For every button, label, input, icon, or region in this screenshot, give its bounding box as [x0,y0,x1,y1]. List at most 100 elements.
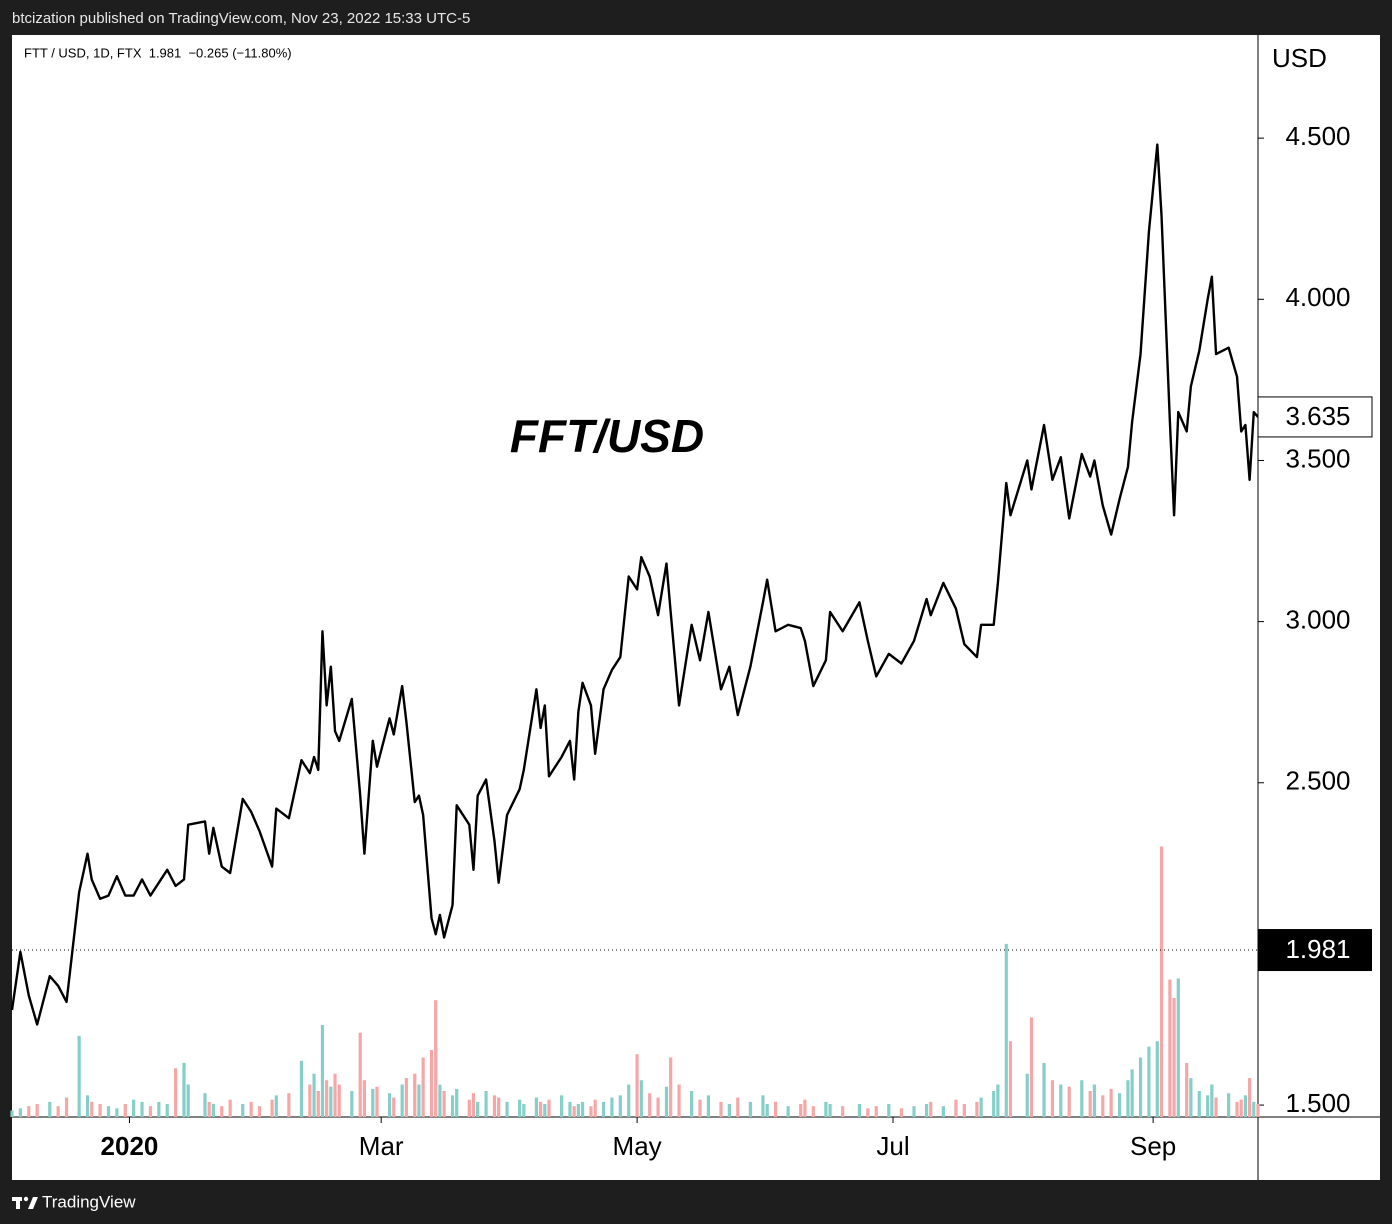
volume-bar [824,1101,828,1117]
volume-bar [132,1099,136,1117]
volume-bar [1155,1041,1159,1117]
volume-bar [1227,1093,1231,1117]
volume-bar [841,1106,845,1117]
volume-bar [765,1104,769,1117]
volume-bar [1185,1062,1189,1117]
x-tick-label: 2020 [101,1131,159,1161]
volume-bar [10,1110,14,1117]
volume-bar [404,1078,408,1117]
volume-bar [799,1104,803,1117]
volume-bar [635,1054,639,1117]
volume-bar [601,1101,606,1117]
volume-bar [1256,1104,1260,1117]
y-tick-label: 2.500 [1285,766,1350,796]
volume-bar [257,1106,262,1117]
volume-bar [1172,997,1176,1117]
legend: FTT / USD, 1D, FTX 1.981 −0.265 (−11.80%… [24,45,292,60]
volume-bar [559,1095,564,1117]
volume-bar [186,1084,190,1117]
volume-bar [1050,1080,1055,1117]
volume-bar [539,1101,543,1117]
volume-bar [174,1068,178,1117]
footer-logo [12,1196,38,1209]
volume-bar [698,1099,702,1117]
volume-bar [484,1091,488,1117]
volume-bar [329,1086,333,1117]
volume-bar [228,1099,232,1117]
volume-bar [299,1060,304,1117]
x-tick-label: May [613,1131,662,1161]
volume-bar [1101,1095,1105,1117]
y-tick-label: 3.000 [1285,604,1350,634]
price-line-box [1258,929,1372,972]
volume-bar [706,1095,711,1117]
volume-bar [442,1091,446,1117]
volume-bar [518,1099,522,1117]
volume-bar [568,1101,572,1117]
volume-bar [1206,1095,1210,1117]
volume-bar [371,1088,375,1117]
volume-bar [992,1091,996,1117]
volume-bar [924,1104,929,1117]
volume-bar [505,1101,509,1117]
volume-bar [90,1101,94,1117]
volume-bar [572,1106,576,1117]
volume-bar [1176,978,1180,1117]
logo-part [16,1197,20,1209]
logo-part [28,1197,38,1209]
volume-bar [677,1084,681,1117]
price-line-label: 1.981 [1285,934,1350,964]
volume-bar [1004,943,1008,1117]
annotation: FFT/USD [510,410,704,462]
volume-bar [362,1080,367,1117]
volume-bar [912,1106,916,1117]
volume-bar [476,1101,480,1117]
y-tick-label: 1.500 [1285,1088,1350,1118]
volume-bar [899,1108,904,1117]
volume-bar [249,1101,253,1117]
volume-bar [1235,1101,1239,1117]
volume-bar [962,1104,966,1117]
volume-bar [803,1099,807,1117]
volume-bar [1117,1093,1122,1117]
volume-bar [140,1101,144,1117]
volume-bar [1252,1101,1256,1117]
volume-bar [1147,1046,1151,1117]
volume-bar [1138,1057,1143,1117]
volume-bar [929,1101,933,1117]
volume-bar [736,1097,740,1117]
volume-bar [274,1095,278,1117]
volume-bar [467,1099,471,1117]
volume-bar [1189,1078,1193,1117]
volume-bar [589,1106,593,1117]
volume-bar [148,1106,153,1117]
volume-bar [270,1099,274,1117]
volume-bar [1239,1099,1243,1117]
volume-bar [1197,1091,1201,1117]
y-axis-label: USD [1272,43,1327,73]
volume-bar [27,1106,31,1117]
volume-bar [1126,1080,1130,1117]
volume-bar [123,1104,127,1117]
volume-bar [413,1073,417,1117]
x-tick-label: Jul [876,1131,909,1161]
volume-bar [1029,1017,1034,1117]
volume-bar [182,1062,186,1117]
volume-bar [874,1106,878,1117]
volume-bar [350,1091,354,1117]
volume-bar [450,1095,455,1117]
volume-bar [761,1095,765,1117]
volume-bar [748,1101,752,1117]
volume-bar [811,1106,815,1117]
volume-bar [387,1093,392,1117]
volume-bar [98,1104,102,1117]
volume-bar [115,1108,119,1117]
volume-bar [429,1049,434,1117]
volume-bar [358,1032,362,1117]
volume-bar [392,1097,396,1117]
volume-bar [106,1106,111,1117]
volume-bar [1243,1095,1248,1117]
volume-bar [866,1108,870,1117]
volume-bar [648,1093,652,1117]
